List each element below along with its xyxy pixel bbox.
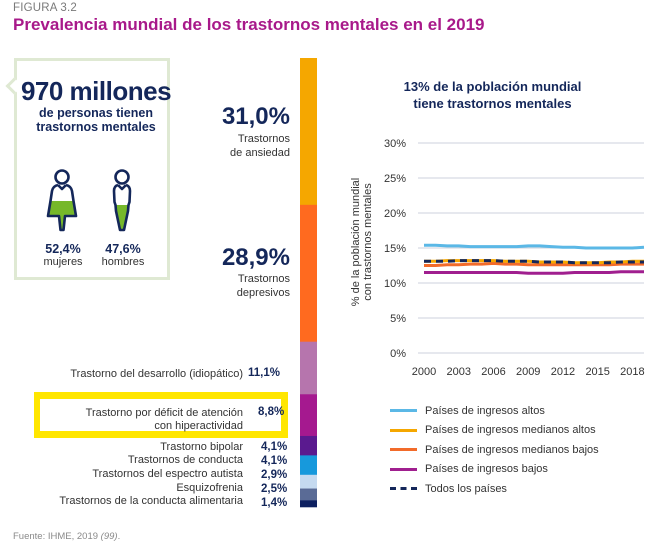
bar-segment-trastornos-de-la-conducta-alimentaria <box>300 500 317 508</box>
adhd-highlight-box <box>34 392 288 438</box>
legend-item-paises-de-ingresos-bajos: Países de ingresos bajos <box>390 460 599 480</box>
y-tick-label: 10% <box>384 278 406 290</box>
bar-segment-trastornos-de-ansiedad <box>300 58 317 206</box>
series-line-paises-de-ingresos-bajos <box>424 270 644 275</box>
summary-box <box>14 58 170 280</box>
figure-label: FIGURA 3.2 <box>13 2 77 14</box>
bipolar-label: Trastorno bipolar <box>160 441 243 453</box>
line-chart-title-line-2: tiene trastornos mentales <box>413 96 572 111</box>
x-tick-label: 2015 <box>585 366 609 378</box>
series-line-todos-los-paises <box>424 259 644 265</box>
men-percentage: 47,6% <box>105 242 141 256</box>
source-text: Fuente: IHME, 2019 <box>13 531 101 542</box>
women-label: mujeres <box>43 256 83 268</box>
legend-label: Países de ingresos medianos bajos <box>425 443 599 456</box>
line-chart-legend: Países de ingresos altos Países de ingres… <box>390 401 599 499</box>
autism-label: Trastornos del espectro autista <box>92 468 243 480</box>
x-tick-label: 2006 <box>481 366 505 378</box>
source-note: Fuente: IHME, 2019 (99). <box>13 531 120 542</box>
y-tick-label: 5% <box>390 313 406 325</box>
legend-swatch <box>390 448 417 452</box>
depression-label-line-1: Trastornos <box>237 273 290 285</box>
y-tick-label: 25% <box>384 173 406 185</box>
disorder-stacked-bar <box>300 58 317 508</box>
legend-swatch <box>390 409 417 413</box>
series-line-paises-de-ingresos-altos <box>424 243 645 250</box>
prevalence-line-chart: % de la población mundial con trastornos… <box>350 138 645 378</box>
total-people-caption: de personas tienen trastornos mentales <box>20 106 172 134</box>
line-chart-title: 13% de la población mundial tiene trasto… <box>360 78 625 112</box>
anxiety-value: 31,0% <box>221 103 290 130</box>
legend-swatch <box>390 487 417 491</box>
legend-swatch <box>390 467 417 471</box>
anxiety-label: Trastornos de ansiedad <box>140 132 290 160</box>
conduct-label: Trastornos de conducta <box>127 454 243 466</box>
adhd-label: Trastorno por déficit de atención con hi… <box>86 407 243 432</box>
line-chart-title-line-1: 13% de la población mundial <box>403 79 582 94</box>
source-end: . <box>117 531 121 542</box>
bar-segment-trastorno-bipolar <box>300 435 317 456</box>
figure-title: Prevalencia mundial de los trastornos me… <box>13 15 485 34</box>
y-axis-label-line-2: con trastornos mentales <box>362 183 374 301</box>
caption-line-2: trastornos mentales <box>36 120 156 134</box>
legend-label: Países de ingresos medianos altos <box>425 424 596 437</box>
adhd-label-line-2: con hiperactividad <box>154 419 243 432</box>
eating-disorders-value: 1,4% <box>261 497 288 509</box>
developmental-value: 11,1% <box>248 367 280 379</box>
y-axis-label: % de la población mundial con trastornos… <box>350 178 374 306</box>
x-tick-label: 2009 <box>516 366 540 378</box>
depression-value: 28,9% <box>221 244 290 271</box>
legend-item-paises-de-ingresos-medianos-altos: Países de ingresos medianos altos <box>390 421 599 441</box>
bar-segment-trastornos-del-espectro-autista <box>300 474 317 489</box>
bar-segment-trastorno-por-deficit-de-atencion-con-hiperactividad <box>300 394 317 437</box>
adhd-label-line-1: Trastorno por déficit de atención <box>85 407 243 419</box>
depression-label-line-2: depresivos <box>236 287 290 299</box>
depression-label: Trastornos depresivos <box>140 272 290 300</box>
legend-item-todos-los-paises: Todos los países <box>390 479 599 499</box>
legend-label: Todos los países <box>425 482 507 495</box>
women-percentage: 52,4% <box>45 242 81 256</box>
x-tick-label: 2000 <box>412 366 436 378</box>
woman-icon <box>46 169 78 232</box>
x-tick-label: 2018 <box>620 366 644 378</box>
eating-disorders-label: Trastornos de la conducta alimentaria <box>59 495 243 507</box>
y-tick-label: 20% <box>384 208 406 220</box>
men-label: hombres <box>101 256 145 268</box>
autism-value: 2,9% <box>261 469 288 481</box>
series-line-paises-de-ingresos-medianos-bajos <box>424 261 644 267</box>
bipolar-value: 4,1% <box>261 441 288 453</box>
x-tick-label: 2012 <box>551 366 575 378</box>
legend-item-paises-de-ingresos-altos: Países de ingresos altos <box>390 401 599 421</box>
conduct-value: 4,1% <box>261 455 288 467</box>
bar-segment-trastornos-depresivos <box>300 204 317 342</box>
anxiety-label-line-2: de ansiedad <box>230 147 290 159</box>
y-tick-label: 30% <box>384 138 406 150</box>
man-icon <box>112 169 132 232</box>
x-tick-label: 2003 <box>446 366 470 378</box>
y-tick-label: 0% <box>390 348 406 360</box>
legend-swatch <box>390 428 417 432</box>
bar-segment-trastornos-de-conducta <box>300 455 317 476</box>
schizophrenia-value: 2,5% <box>261 483 288 495</box>
anxiety-label-line-1: Trastornos <box>237 133 290 145</box>
legend-item-paises-de-ingresos-medianos-bajos: Países de ingresos medianos bajos <box>390 440 599 460</box>
legend-label: Países de ingresos bajos <box>425 463 548 476</box>
y-tick-label: 15% <box>384 243 406 255</box>
caption-line-1: de personas tienen <box>39 106 153 120</box>
legend-label: Países de ingresos altos <box>425 404 545 417</box>
developmental-label: Trastorno del desarrollo (idiopático) <box>70 368 243 380</box>
total-people-headline: 970 millones <box>20 76 172 106</box>
adhd-value: 8,8% <box>258 406 285 418</box>
y-axis-label-line-1: % de la población mundial <box>350 178 362 306</box>
bar-segment-trastorno-del-desarrollo-idiopatico <box>300 341 317 395</box>
source-reference: (99) <box>100 531 118 542</box>
bar-segment-esquizofrenia <box>300 488 317 501</box>
schizophrenia-label: Esquizofrenia <box>176 482 243 494</box>
